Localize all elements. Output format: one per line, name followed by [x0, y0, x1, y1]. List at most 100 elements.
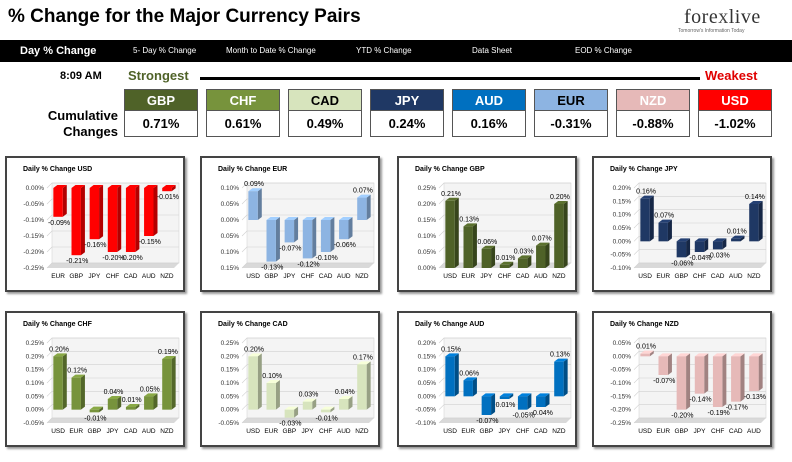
gridline-side: [46, 262, 53, 269]
bar-side: [153, 185, 158, 236]
value-label: 0.15%: [441, 346, 461, 353]
chart-title: Daily % Change GBP: [415, 166, 485, 173]
gridline-side: [46, 198, 53, 205]
bar-top: [162, 356, 176, 359]
x-tick-label: CHF: [711, 428, 724, 435]
bar-top: [125, 185, 140, 188]
x-tick-label: CHF: [498, 273, 511, 280]
value-label: 0.13%: [550, 352, 570, 359]
value-label: -0.07%: [476, 418, 498, 425]
bar-side: [545, 242, 550, 268]
value-label: -0.04%: [531, 410, 553, 417]
value-label: -0.20%: [102, 255, 124, 262]
value-label: 0.01%: [496, 402, 516, 409]
gridline-side: [438, 262, 445, 269]
value-label: -0.13%: [744, 394, 766, 401]
bar-side: [348, 396, 353, 410]
bar-top: [463, 223, 477, 227]
value-label: -0.17%: [726, 405, 748, 412]
x-tick-label: GBP: [282, 428, 296, 435]
logo-word-x: x: [718, 6, 729, 28]
gridline-side: [46, 404, 53, 410]
y-tick-label: 0.00%: [221, 217, 240, 224]
bar-side: [99, 406, 104, 413]
value-label: 0.04%: [104, 389, 124, 396]
tab-5-day-change[interactable]: 5- Day % Change: [133, 46, 197, 55]
value-label: 0.21%: [441, 191, 461, 198]
bar-top: [712, 238, 727, 242]
forexlive-logo[interactable]: forexlive Tomorrow's Information Today: [676, 6, 776, 36]
bar-top: [481, 245, 496, 249]
bar-top: [107, 185, 122, 188]
currency-card-aud: AUD 0.16%: [452, 89, 526, 137]
value-label: -0.20%: [671, 413, 693, 420]
tab-eod-change[interactable]: EOD % Change: [575, 46, 632, 55]
gridline-side: [633, 222, 640, 229]
bar-top: [144, 185, 158, 188]
bar-side: [758, 201, 763, 242]
x-tick-label: JPY: [88, 273, 101, 280]
bar: [248, 356, 258, 410]
y-tick-label: 0.00%: [613, 238, 632, 245]
bar-side: [153, 393, 158, 410]
bar-top: [499, 393, 514, 397]
chart-title: Daily % Change CHF: [23, 321, 92, 328]
bar-chart: 0.20% 0.15% 0.10% 0.05% 0.00% -0.05% -0.10% 0.1…: [415, 337, 572, 435]
y-tick-label: 0.15%: [26, 367, 45, 374]
y-tick-label: -0.05%: [23, 420, 44, 427]
bar-top: [266, 380, 280, 383]
tab-day-change[interactable]: Day % Change: [20, 45, 97, 57]
x-tick-label: NZD: [747, 273, 761, 280]
value-label: 0.01%: [122, 397, 142, 404]
y-tick-label: -0.25%: [610, 420, 631, 427]
x-tick-label: AUD: [534, 273, 548, 280]
value-label: -0.06%: [334, 242, 356, 249]
bar: [339, 399, 349, 410]
chart-title: Daily % Change CAD: [218, 321, 288, 328]
bar: [144, 188, 154, 236]
bar-side: [472, 377, 477, 397]
value-label: -0.09%: [48, 220, 70, 227]
tab-month-to-date-change[interactable]: Month to Date % Change: [226, 46, 316, 55]
value-label: -0.07%: [279, 245, 301, 252]
value-label: 0.20%: [244, 346, 264, 353]
bar-chart: 0.00% -0.05% -0.10% -0.15% -0.20% -0.25% -0.09…: [23, 182, 180, 280]
timestamp: 8:09 AM: [60, 70, 102, 82]
bar-top: [71, 374, 85, 378]
x-tick-label: JPY: [283, 273, 296, 280]
tab-ytd-change[interactable]: YTD % Change: [356, 46, 412, 55]
gridline-side: [46, 230, 53, 237]
bar-side: [472, 223, 477, 268]
chart-title: Daily % Change NZD: [610, 321, 679, 328]
bar-side: [704, 353, 709, 394]
bar-side: [117, 396, 122, 410]
bar-side: [667, 353, 672, 375]
y-tick-label: 0.25%: [221, 340, 240, 347]
value-label: -0.12%: [297, 261, 319, 268]
bar-side: [294, 217, 299, 243]
bar-top: [749, 201, 763, 204]
value-label: 0.01%: [496, 255, 516, 262]
bar: [284, 409, 295, 418]
bar: [339, 220, 349, 240]
bar-side: [135, 404, 140, 410]
x-tick-label: AUD: [337, 428, 351, 435]
value-label: -0.01%: [316, 415, 338, 422]
x-tick-label: CAD: [516, 273, 530, 280]
bar-side: [80, 374, 85, 410]
bar-side: [649, 350, 654, 357]
bar: [749, 356, 759, 391]
tab-data-sheet[interactable]: Data Sheet: [472, 46, 513, 55]
bar-top: [658, 219, 672, 223]
y-tick-label: 0.05%: [221, 201, 240, 208]
chart-panel-chf: Daily % Change CHF 0.25% 0.20% 0.15% 0.10% 0.…: [5, 311, 185, 447]
value-label: -0.07%: [653, 378, 675, 385]
currency-code: CHF: [206, 89, 280, 111]
chart-panel-cad: Daily % Change CAD 0.25% 0.20% 0.15% 0.10% 0.…: [200, 311, 380, 447]
bar: [481, 396, 492, 415]
bar-top: [357, 361, 371, 365]
bar-side: [294, 406, 299, 418]
y-tick-label: 0.00%: [418, 265, 437, 272]
x-tick-label: USD: [443, 273, 457, 280]
bar-top: [640, 350, 654, 354]
